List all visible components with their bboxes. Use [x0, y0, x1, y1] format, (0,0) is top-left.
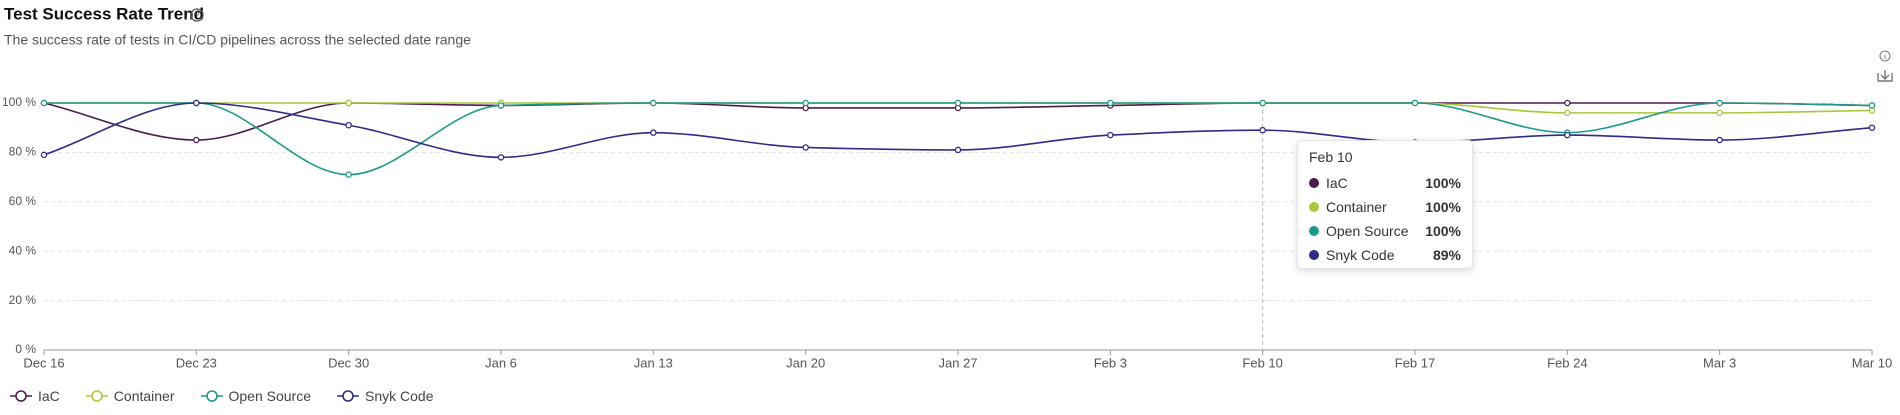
point — [954, 99, 962, 107]
point — [193, 99, 200, 107]
point — [1107, 131, 1114, 139]
x-tick-label: Mar 3 — [1703, 355, 1736, 370]
y-tick-label: 100 % — [2, 95, 36, 109]
legend-swatch — [85, 390, 108, 402]
chart-subtitle: The success rate of tests in CI/CD pipel… — [4, 32, 471, 48]
legend-label: Open Source — [228, 388, 312, 404]
point — [345, 121, 352, 129]
tooltip-value: 100% — [1425, 223, 1461, 239]
y-tick-label: 60 % — [9, 194, 37, 208]
tooltip-dot — [1309, 226, 1319, 236]
tooltip-title: Feb 10 — [1309, 149, 1353, 165]
x-tick-label: Dec 30 — [328, 355, 369, 370]
x-tick-label: Jan 13 — [634, 355, 673, 370]
point — [1411, 99, 1419, 107]
legend-swatch — [10, 390, 32, 402]
tooltip-dot — [1309, 202, 1319, 212]
tooltip-dot — [1309, 178, 1319, 188]
point — [954, 146, 962, 154]
point — [1716, 99, 1723, 107]
x-tick-label: Jan 20 — [786, 355, 825, 370]
point — [1259, 99, 1266, 107]
point — [802, 99, 809, 107]
tooltip-name: Snyk Code — [1326, 247, 1395, 263]
legend-label: Snyk Code — [365, 388, 434, 404]
point — [650, 99, 657, 107]
legend-swatch — [337, 390, 359, 402]
point — [1716, 136, 1723, 144]
legend-label: IaC — [38, 388, 60, 404]
legend-item: IaC — [10, 388, 60, 404]
svg-text:?: ? — [194, 10, 199, 20]
point — [1107, 99, 1114, 107]
x-tick-label: Feb 10 — [1242, 355, 1282, 370]
tooltip-row: IaC 100% — [1309, 171, 1461, 195]
legend-swatch — [200, 390, 223, 402]
legend-item: Container — [85, 388, 175, 404]
series-line — [44, 102, 1873, 176]
point — [1716, 109, 1723, 117]
point — [1868, 124, 1876, 131]
tooltip-dot — [1309, 250, 1319, 260]
legend-label: Container — [113, 388, 175, 404]
y-tick-label: 80 % — [9, 145, 37, 159]
point — [1564, 131, 1571, 139]
x-tick-label: Jan 27 — [938, 355, 977, 370]
tooltip-row: Container 100% — [1309, 195, 1461, 219]
point — [193, 136, 200, 144]
tooltip-value: 89% — [1432, 247, 1461, 263]
point — [650, 129, 657, 136]
tooltip-row: Open Source 100% — [1309, 219, 1461, 243]
x-tick-label: Feb 17 — [1395, 355, 1435, 370]
x-tick-label: Jan 6 — [485, 355, 517, 370]
y-tick-label: 0 % — [15, 342, 36, 356]
point — [345, 99, 352, 107]
legend: IaC Container Open Source Snyk Code — [10, 388, 433, 404]
info-icon[interactable] — [1879, 50, 1891, 62]
help-icon[interactable]: ? — [190, 8, 204, 22]
tooltip-name: Container — [1326, 199, 1387, 215]
legend-item: Snyk Code — [337, 388, 433, 404]
x-tick-label: Feb 24 — [1547, 355, 1587, 370]
point — [802, 144, 809, 151]
point — [1259, 126, 1266, 134]
download-icon[interactable] — [1877, 70, 1893, 82]
point — [40, 99, 48, 107]
point — [497, 154, 505, 161]
point — [1868, 102, 1876, 109]
point — [1564, 99, 1571, 107]
x-tick-label: Dec 16 — [23, 355, 64, 370]
x-tick-label: Dec 23 — [176, 355, 217, 370]
legend-item: Open Source — [200, 388, 312, 404]
point — [1564, 109, 1571, 117]
tooltip-value: 100% — [1425, 175, 1461, 191]
tooltip-row: Snyk Code 89% — [1309, 243, 1461, 267]
point — [345, 171, 352, 178]
chart-title: Test Success Rate Trend — [4, 4, 204, 23]
tooltip-value: 100% — [1425, 199, 1461, 215]
tooltip-name: Open Source — [1326, 223, 1409, 239]
x-tick-label: Mar 10 — [1852, 355, 1892, 370]
tooltip-name: IaC — [1326, 175, 1348, 191]
y-tick-label: 20 % — [9, 293, 37, 307]
tooltip: Feb 10 IaC 100% Container 100% Open Source 100… — [1297, 140, 1473, 269]
point — [497, 102, 505, 109]
point — [40, 151, 48, 159]
y-tick-label: 40 % — [9, 243, 37, 257]
x-tick-label: Feb 3 — [1094, 355, 1127, 370]
